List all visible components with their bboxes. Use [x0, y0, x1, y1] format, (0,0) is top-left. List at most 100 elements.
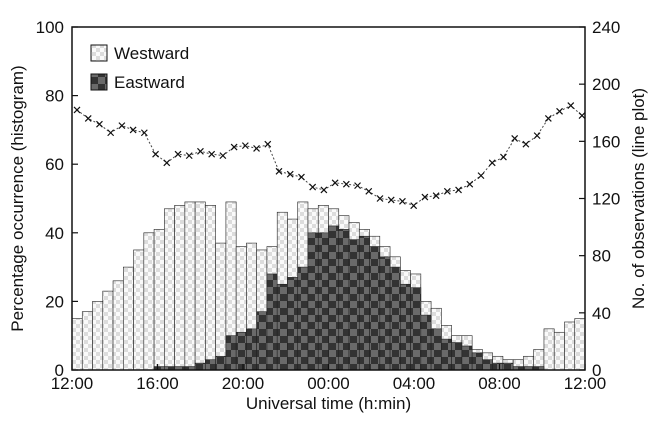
observation-marker — [488, 159, 496, 167]
legend-swatch-westward — [90, 44, 108, 62]
bar-eastward — [369, 246, 381, 371]
y-tick-label: 0 — [55, 361, 64, 380]
bar-eastward — [297, 266, 309, 371]
y-tick-label: 20 — [45, 292, 64, 311]
bar-eastward — [225, 335, 237, 371]
bar-westward — [194, 201, 206, 371]
legend-swatch-eastward — [90, 73, 108, 91]
bar-westward — [553, 331, 565, 371]
x-tick-label: 12:00 — [51, 374, 94, 393]
observations-line-path — [76, 104, 583, 207]
observation-marker — [544, 115, 552, 122]
y2-axis-label: No. of observations (line plot) — [629, 88, 648, 309]
bar-eastward — [389, 266, 401, 371]
observation-marker — [241, 142, 249, 150]
bar-westward — [112, 280, 124, 371]
x-tick-label: 04:00 — [393, 374, 436, 393]
y2-tick-label: 160 — [592, 132, 620, 151]
y-tick-label: 100 — [36, 18, 64, 37]
observation-marker — [208, 150, 216, 158]
bar-eastward — [502, 362, 514, 371]
y2-tick-label: 120 — [592, 190, 620, 209]
observation-marker — [331, 179, 339, 187]
bar-westward — [153, 229, 165, 371]
bar-westward — [92, 301, 104, 371]
observation-marker — [253, 145, 260, 152]
bar-eastward — [317, 232, 329, 371]
observation-marker — [219, 152, 227, 160]
y2-tick-label: 0 — [592, 361, 601, 380]
bar-eastward — [492, 362, 504, 371]
bar-westward — [133, 249, 145, 371]
bar-eastward — [348, 239, 360, 371]
observation-marker — [477, 172, 485, 180]
bar-eastward — [482, 359, 493, 371]
y2-tick-label: 80 — [592, 247, 611, 266]
observation-marker — [567, 102, 575, 110]
bar-eastward — [307, 232, 319, 371]
observation-marker — [421, 193, 429, 201]
observation-marker — [443, 187, 451, 195]
bar-eastward — [266, 273, 278, 371]
observation-marker — [533, 132, 541, 140]
y-tick-label: 60 — [45, 155, 64, 174]
observation-marker — [309, 183, 317, 191]
observations-line — [73, 102, 586, 210]
observation-marker — [84, 115, 92, 122]
bar-eastward — [328, 225, 340, 371]
bar-eastward — [400, 283, 411, 371]
y-axis-label: Percentage occurrence (histogram) — [8, 65, 27, 331]
observation-marker — [320, 186, 328, 194]
bar-eastward — [194, 362, 206, 371]
observation-marker — [455, 186, 462, 194]
bar-eastward — [441, 338, 452, 371]
observation-marker — [354, 182, 361, 190]
observation-marker — [185, 152, 193, 160]
observation-marker — [410, 202, 418, 210]
observation-marker — [466, 180, 474, 188]
bar-eastward — [246, 328, 257, 371]
observation-marker — [387, 196, 395, 204]
y-tick-label: 40 — [45, 224, 64, 243]
y2-tick-label: 200 — [592, 75, 620, 94]
bar-westward — [102, 290, 114, 371]
bar-eastward — [287, 277, 299, 371]
x-tick-label: 12:00 — [564, 374, 607, 393]
bar-westward — [123, 266, 134, 371]
observation-marker — [399, 197, 406, 205]
observation-marker — [118, 122, 126, 130]
observation-marker — [264, 140, 272, 148]
observation-marker — [275, 167, 283, 175]
bar-westward — [564, 321, 576, 371]
bar-eastward — [205, 359, 216, 371]
bar-westward — [174, 205, 186, 371]
bar-westward — [574, 318, 586, 371]
observation-marker — [286, 170, 294, 178]
bar-eastward — [451, 342, 463, 371]
observation-marker — [107, 129, 115, 137]
observation-marker — [129, 126, 137, 134]
x-tick-label: 08:00 — [478, 374, 521, 393]
bar-westward — [184, 201, 196, 371]
observation-marker — [197, 147, 204, 155]
bar-eastward — [461, 345, 473, 371]
observation-marker — [73, 106, 81, 114]
bar-westward — [215, 242, 227, 371]
legend-label-eastward: Eastward — [114, 73, 185, 92]
observation-marker — [500, 153, 507, 161]
observation-marker — [556, 107, 563, 115]
observation-marker — [230, 143, 238, 151]
y2-tick-label: 40 — [592, 304, 611, 323]
bar-eastward — [235, 331, 247, 371]
legend-label-westward: Westward — [114, 44, 189, 63]
observation-marker — [152, 150, 159, 158]
bar-eastward — [430, 328, 442, 371]
bar-westward — [543, 328, 555, 371]
observation-marker — [522, 140, 530, 148]
bar-eastward — [420, 314, 432, 371]
bar-eastward — [379, 256, 391, 371]
x-tick-label: 20:00 — [222, 374, 265, 393]
bar-eastward — [215, 355, 227, 371]
y-tick-label: 80 — [45, 87, 64, 106]
bar-westward — [81, 311, 93, 371]
